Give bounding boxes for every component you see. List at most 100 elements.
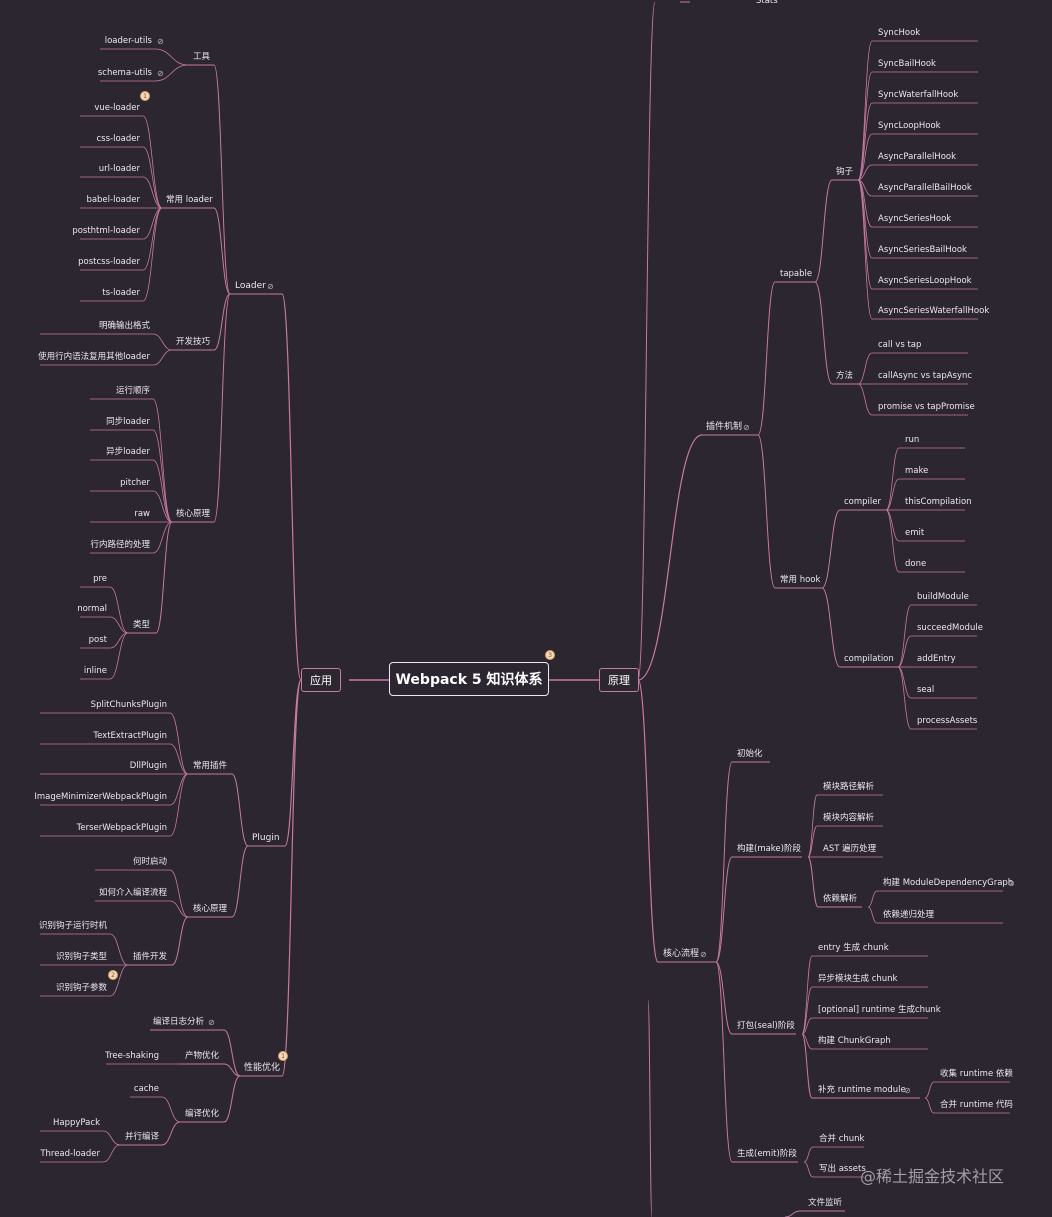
leaf-node[interactable]: seal [917, 685, 935, 695]
main-node-principle[interactable]: 原理 [599, 668, 639, 692]
leaf-node[interactable]: 模块路径解析 [823, 782, 875, 792]
leaf-node[interactable]: post [88, 635, 107, 645]
topic-emit[interactable]: 生成(emit)阶段 [737, 1149, 797, 1159]
topic-log-analysis[interactable]: 编译日志分析 [153, 1017, 205, 1027]
topic-parallel[interactable]: 并行编译 [125, 1132, 160, 1142]
leaf-node[interactable]: 异步模块生成 chunk [818, 974, 898, 984]
leaf-node[interactable]: processAssets [917, 716, 978, 726]
branch-loader[interactable]: Loader [235, 281, 266, 291]
leaf-node[interactable]: AsyncSeriesWaterfallHook [878, 306, 990, 316]
topic-compiler[interactable]: compiler [844, 497, 881, 507]
link-icon[interactable]: ⊘ [1008, 879, 1015, 888]
leaf-node[interactable]: ImageMinimizerWebpackPlugin [34, 792, 167, 802]
topic-tools[interactable]: 工具 [193, 52, 211, 62]
leaf-node[interactable]: 写出 assets [819, 1164, 866, 1174]
link-icon[interactable]: ⊘ [700, 950, 707, 959]
topic-plugin-dev[interactable]: 插件开发 [133, 952, 168, 962]
leaf-node[interactable]: 行内路径的处理 [90, 540, 150, 550]
topic-common-loader[interactable]: 常用 loader [166, 195, 213, 205]
leaf-node[interactable]: 构建 ChunkGraph [818, 1036, 891, 1046]
main-node-apply[interactable]: 应用 [301, 668, 341, 692]
leaf-node[interactable]: 合并 chunk [819, 1134, 865, 1144]
root-note-badge[interactable]: 3 [545, 650, 555, 660]
link-icon[interactable]: ⊘ [208, 1018, 215, 1027]
topic-types[interactable]: 类型 [133, 620, 151, 630]
branch-core-flow[interactable]: 核心流程 [663, 949, 700, 959]
leaf-node[interactable]: schema-utils [97, 68, 152, 78]
leaf-node[interactable]: AsyncParallelBailHook [878, 183, 972, 193]
leaf-node[interactable]: HappyPack [53, 1118, 100, 1128]
leaf-node[interactable]: postcss-loader [78, 257, 140, 267]
leaf-node[interactable]: css-loader [96, 134, 141, 144]
leaf-node[interactable]: vue-loader [94, 103, 140, 113]
leaf-node[interactable]: run [905, 435, 920, 445]
branch-plugin[interactable]: Plugin [252, 833, 280, 843]
leaf-cache[interactable]: cache [133, 1084, 159, 1094]
leaf-node[interactable]: done [905, 559, 927, 569]
leaf-node[interactable]: AsyncParallelHook [878, 152, 957, 162]
topic-stats[interactable]: Stats [756, 0, 778, 6]
leaf-node[interactable]: 识别钩子参数 [55, 983, 107, 993]
topic-common-hook[interactable]: 常用 hook [780, 575, 821, 585]
leaf-node[interactable]: babel-loader [86, 195, 140, 205]
link-icon[interactable]: ⊘ [157, 37, 164, 46]
leaf-node[interactable]: 同步loader [106, 417, 150, 427]
leaf-node[interactable]: 依赖递归处理 [883, 910, 935, 920]
plugin-dev-badge[interactable]: 2 [108, 970, 118, 980]
topic-dev-tips[interactable]: 开发技巧 [176, 337, 211, 347]
leaf-node[interactable]: 识别钩子类型 [55, 952, 107, 962]
leaf-node[interactable]: 使用行内语法复用其他loader [38, 352, 150, 362]
leaf-node[interactable]: call vs tap [878, 340, 922, 350]
leaf-node[interactable]: AsyncSeriesHook [878, 214, 952, 224]
leaf-node[interactable]: promise vs tapPromise [878, 402, 975, 412]
leaf-node[interactable]: normal [77, 604, 107, 614]
topic-core-loader[interactable]: 核心原理 [176, 509, 211, 519]
link-icon[interactable]: ⊘ [157, 69, 164, 78]
leaf-node[interactable]: succeedModule [917, 623, 983, 633]
leaf-node[interactable]: ts-loader [102, 288, 140, 298]
topic-make[interactable]: 构建(make)阶段 [737, 844, 801, 854]
leaf-node[interactable]: SyncBailHook [878, 59, 936, 69]
leaf-node[interactable]: 合并 runtime 代码 [940, 1100, 1013, 1110]
topic-init[interactable]: 初始化 [737, 749, 763, 759]
leaf-node[interactable]: Thread-loader [40, 1149, 100, 1159]
branch-plugin-mechanism[interactable]: 插件机制 [706, 422, 743, 432]
topic-compilation[interactable]: compilation [844, 654, 894, 664]
leaf-node[interactable]: entry 生成 chunk [818, 943, 889, 953]
leaf-node[interactable]: AsyncSeriesLoopHook [878, 276, 972, 286]
root-node[interactable]: Webpack 5 知识体系 [389, 662, 549, 696]
topic-dep[interactable]: 依赖解析 [823, 894, 858, 904]
leaf-node[interactable]: 识别钩子运行时机 [38, 921, 107, 931]
common-loader-badge[interactable]: 1 [140, 91, 150, 101]
leaf-node[interactable]: SyncWaterfallHook [878, 90, 959, 100]
topic-methods[interactable]: 方法 [836, 371, 854, 381]
leaf-node[interactable]: SyncLoopHook [878, 121, 941, 131]
topic-hooks[interactable]: 钩子 [836, 167, 854, 177]
leaf-node[interactable]: 如何介入编译流程 [98, 888, 167, 898]
leaf-node[interactable]: url-loader [98, 164, 140, 174]
leaf-node[interactable]: 明确输出格式 [98, 321, 150, 331]
leaf-node[interactable]: inline [83, 666, 107, 676]
leaf-node[interactable]: 收集 runtime 依赖 [940, 1069, 1013, 1079]
leaf-node[interactable]: callAsync vs tapAsync [878, 371, 973, 381]
leaf-node[interactable]: buildModule [917, 592, 969, 602]
leaf-node[interactable]: SplitChunksPlugin [90, 700, 167, 710]
leaf-node[interactable]: pitcher [120, 478, 150, 488]
leaf-node[interactable]: loader-utils [104, 36, 152, 46]
leaf-node[interactable]: 构建 ModuleDependencyGraph [883, 878, 1014, 888]
leaf-node[interactable]: AsyncSeriesBailHook [878, 245, 967, 255]
topic-compile-opt[interactable]: 编译优化 [185, 1109, 220, 1119]
leaf-node[interactable]: addEntry [917, 654, 956, 664]
leaf-tree-shaking[interactable]: Tree-shaking [105, 1051, 159, 1061]
leaf-node[interactable]: 模块内容解析 [823, 813, 875, 823]
leaf-node[interactable]: 异步loader [106, 447, 150, 457]
topic-common-plugins[interactable]: 常用插件 [193, 761, 228, 771]
link-icon[interactable]: ⊘ [743, 423, 750, 432]
leaf-node[interactable]: TerserWebpackPlugin [76, 823, 167, 833]
topic-tapable[interactable]: tapable [780, 269, 813, 279]
leaf-node[interactable]: emit [905, 528, 925, 538]
leaf-node[interactable]: 运行顺序 [115, 386, 150, 396]
leaf-node[interactable]: pre [93, 574, 107, 584]
leaf-node[interactable]: TextExtractPlugin [93, 731, 167, 741]
link-icon[interactable]: ⊘ [267, 282, 274, 291]
